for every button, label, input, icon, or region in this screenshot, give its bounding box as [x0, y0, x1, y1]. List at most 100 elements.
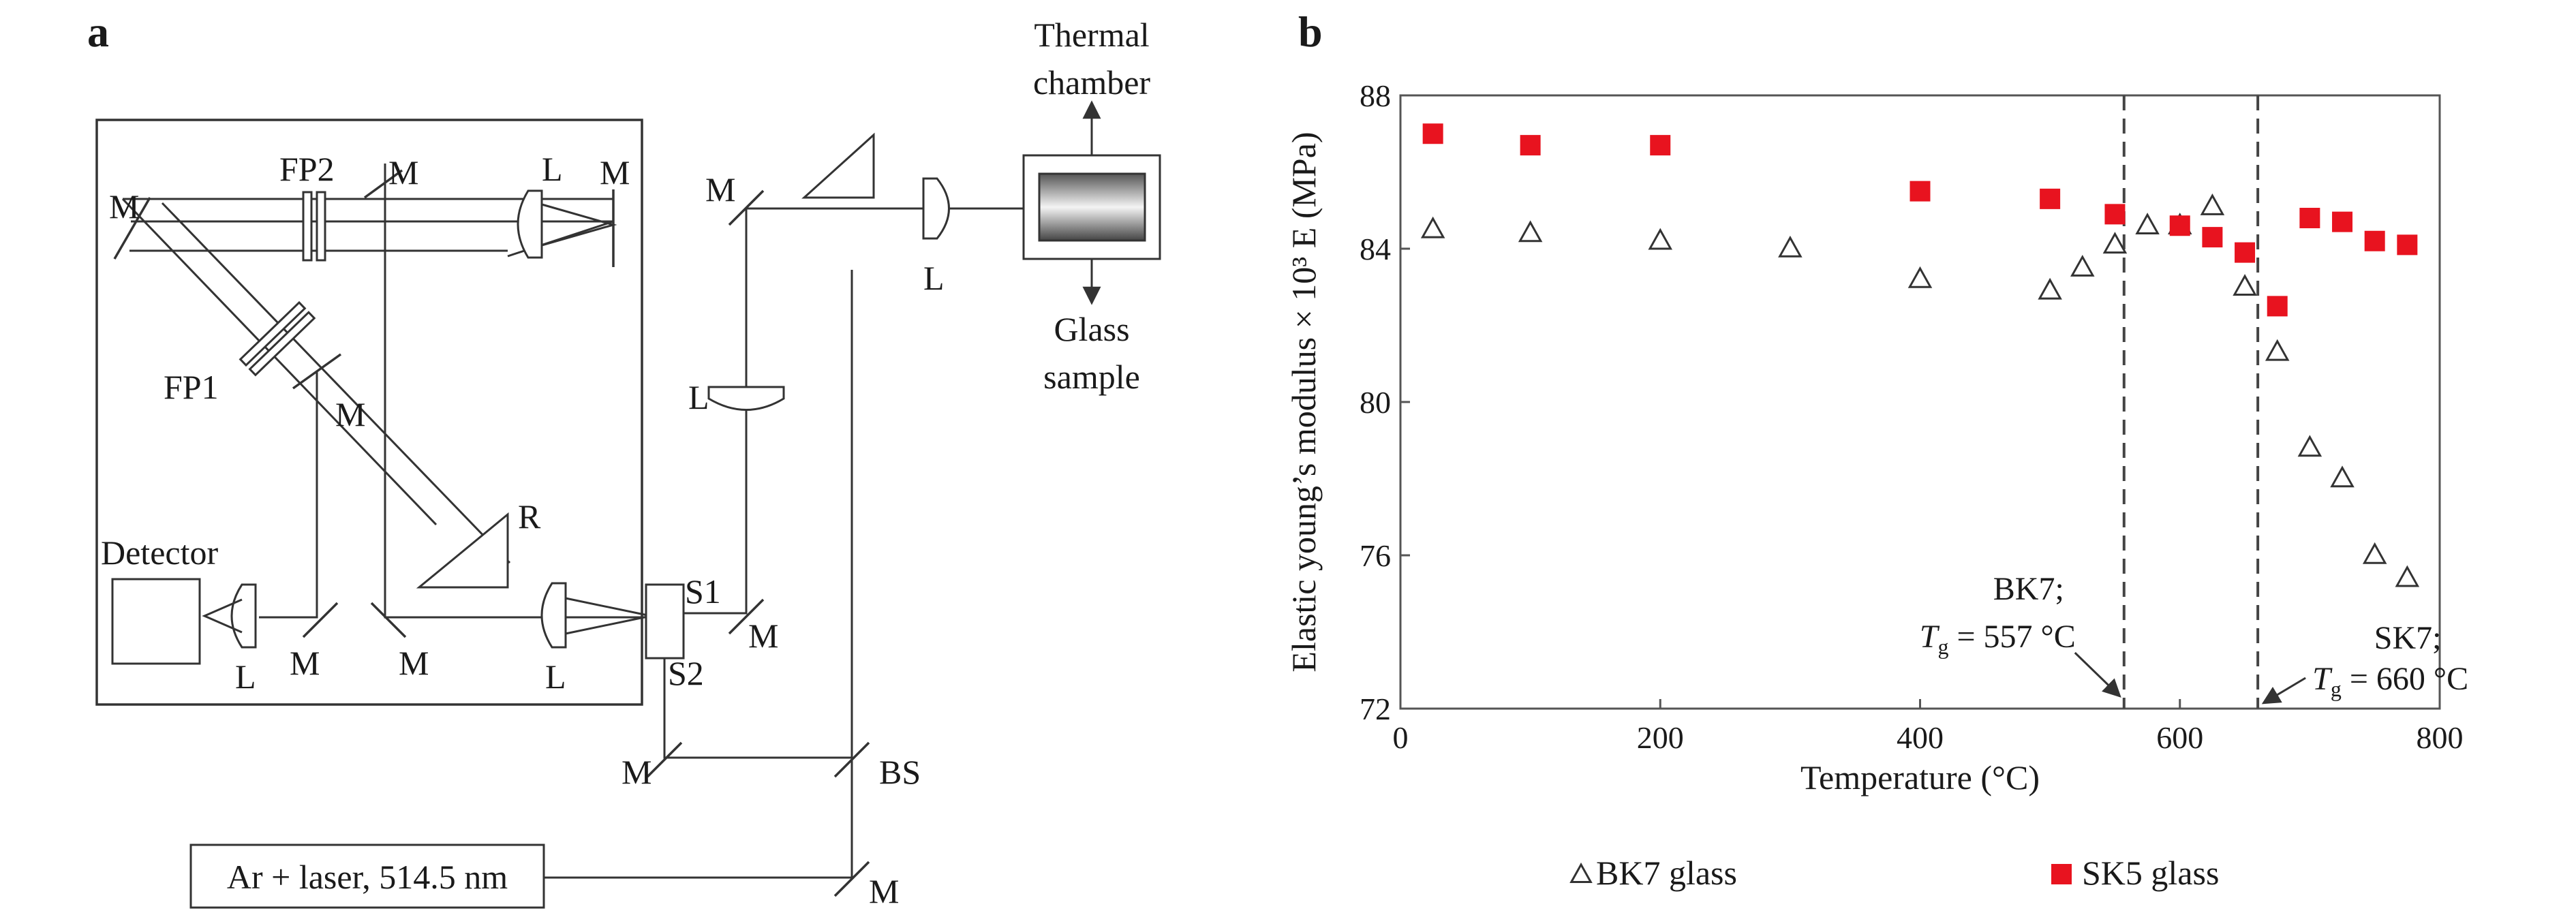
mirror-label-bottom-detector: M	[290, 644, 320, 682]
bk7-data-point	[2070, 255, 2095, 277]
s2-label: S2	[668, 654, 704, 692]
sk5-data-point	[2267, 296, 2288, 317]
bs-label: BS	[879, 753, 921, 791]
bk7-data-point	[2038, 277, 2062, 300]
thermal-chamber-line1: Thermal	[1034, 16, 1149, 54]
x-tick-label: 200	[1637, 720, 1684, 755]
y-tick-label: 84	[1360, 232, 1391, 266]
lens-label-vertical: L	[688, 378, 709, 416]
steering-prism	[801, 132, 875, 199]
lens-label-bottom: L	[545, 657, 566, 696]
mirror-bottom-inner	[370, 602, 407, 638]
modulus-chart: 0 200 400 600 800 72 76 80 84 88 Temperature (°C) E…	[1285, 78, 2468, 892]
bk7-data-point	[2265, 339, 2290, 361]
sk5-data-point	[1650, 135, 1671, 156]
lens-detector	[230, 583, 257, 649]
tg-value: = 557 °C	[1948, 619, 2075, 655]
mirror-label-s2: M	[622, 753, 651, 791]
panel-a-letter: a	[87, 7, 109, 56]
sk5-data-point	[2235, 242, 2256, 263]
legend-sk5-label: SK5 glass	[2082, 854, 2219, 892]
bk7-data-point	[2102, 232, 2128, 254]
thermal-chamber-line2: chamber	[1033, 63, 1150, 102]
interferometer-enclosure	[95, 119, 643, 706]
x-tick-label: 0	[1393, 720, 1409, 755]
sk5-data-point	[2202, 227, 2223, 248]
beam-s2-bs	[663, 640, 852, 759]
beam-vertical-detector	[259, 371, 318, 619]
sk5-data-point	[1422, 123, 1443, 144]
beam-vertical-s1	[681, 208, 748, 615]
retroreflector-label: R	[518, 497, 541, 536]
fp1-label: FP1	[164, 368, 219, 406]
lens-external-top	[922, 177, 950, 240]
sk5-data-point	[2104, 204, 2126, 225]
mirror-s2	[646, 741, 683, 778]
bk7-data-point	[2297, 435, 2322, 457]
tg-subscript: g	[2331, 677, 2342, 701]
bk7-data-point	[1518, 220, 1543, 243]
bk7-data-point	[2200, 194, 2225, 215]
sk5-data-point	[2040, 188, 2061, 209]
retroreflector	[416, 512, 509, 589]
fp2-etalon	[302, 191, 326, 262]
mirror-s1	[728, 598, 765, 635]
panel-b: b 0 200 400 600 800 72 76 80 84 88 Temperature (°C…	[1285, 7, 2468, 892]
lens-vertical	[707, 386, 785, 411]
legend-bk7-marker	[1569, 862, 1593, 883]
mirror-label-top-mid: M	[388, 153, 418, 191]
mirror-label-top-external: M	[705, 170, 735, 208]
mirror-label-bottom-inner: M	[399, 644, 429, 682]
bk7-data-point	[2362, 542, 2387, 564]
tg-annotation-name: SK7;	[2374, 620, 2442, 656]
bk7-data-point	[2233, 274, 2257, 296]
bk7-data-point	[2330, 465, 2355, 488]
tg-annotation-name: BK7;	[1993, 571, 2064, 607]
mirrors	[113, 169, 870, 897]
bk7-data-point	[1420, 216, 1445, 238]
mirror-label-s1: M	[748, 617, 778, 655]
lens-detector-cone	[202, 598, 243, 634]
sk5-data-point	[2332, 211, 2353, 232]
lens-label-detector: L	[235, 657, 256, 696]
mirror-label-top-right: M	[600, 153, 630, 191]
sk5-data-point	[2169, 215, 2190, 236]
mirror-top-mid	[363, 169, 403, 199]
y-tick-label: 72	[1360, 692, 1391, 726]
s1-label: S1	[685, 572, 721, 610]
x-tick-label: 800	[2417, 720, 2464, 755]
x-tick-label: 600	[2156, 720, 2203, 755]
mirror-label-laser: M	[869, 872, 899, 910]
detector	[111, 578, 201, 665]
beam-diagonal-2	[161, 202, 511, 564]
mirror-mid-inner	[292, 353, 342, 390]
mirror-top-external	[728, 189, 765, 226]
bk7-data-point	[1907, 266, 1933, 288]
sk5-data-point	[2299, 208, 2320, 228]
shutter-box	[645, 583, 685, 660]
glass-sample	[1038, 172, 1146, 242]
mirror-laser	[833, 861, 870, 897]
tg-annotation-value: Tg = 660 °C	[2312, 661, 2468, 701]
thermal-chamber	[1022, 100, 1161, 305]
panel-b-letter: b	[1298, 7, 1323, 56]
beam-splitter	[833, 741, 870, 778]
lens-top-cone	[541, 203, 617, 247]
fp2-label: FP2	[279, 150, 335, 188]
lens-bottom-cone	[565, 597, 651, 635]
tg-annotation-value: Tg = 557 °C	[1920, 619, 2076, 659]
y-tick-label: 88	[1360, 78, 1391, 113]
y-axis-title: Elastic young’s modulus × 10³ E (MPa)	[1285, 131, 1323, 672]
mirror-top-left	[113, 197, 151, 260]
sk5-data-point	[2364, 230, 2385, 251]
glass-sample-line2: sample	[1043, 358, 1140, 396]
lens-label-external-top: L	[923, 259, 945, 297]
lens-label-top: L	[542, 150, 563, 188]
tg-value: = 660 °C	[2342, 661, 2468, 697]
mirror-label-mid-inner: M	[335, 395, 365, 433]
detector-label: Detector	[101, 533, 218, 572]
sk5-data-point	[1910, 181, 1931, 202]
glass-sample-line1: Glass	[1054, 310, 1129, 348]
y-tick-label: 76	[1360, 538, 1391, 573]
